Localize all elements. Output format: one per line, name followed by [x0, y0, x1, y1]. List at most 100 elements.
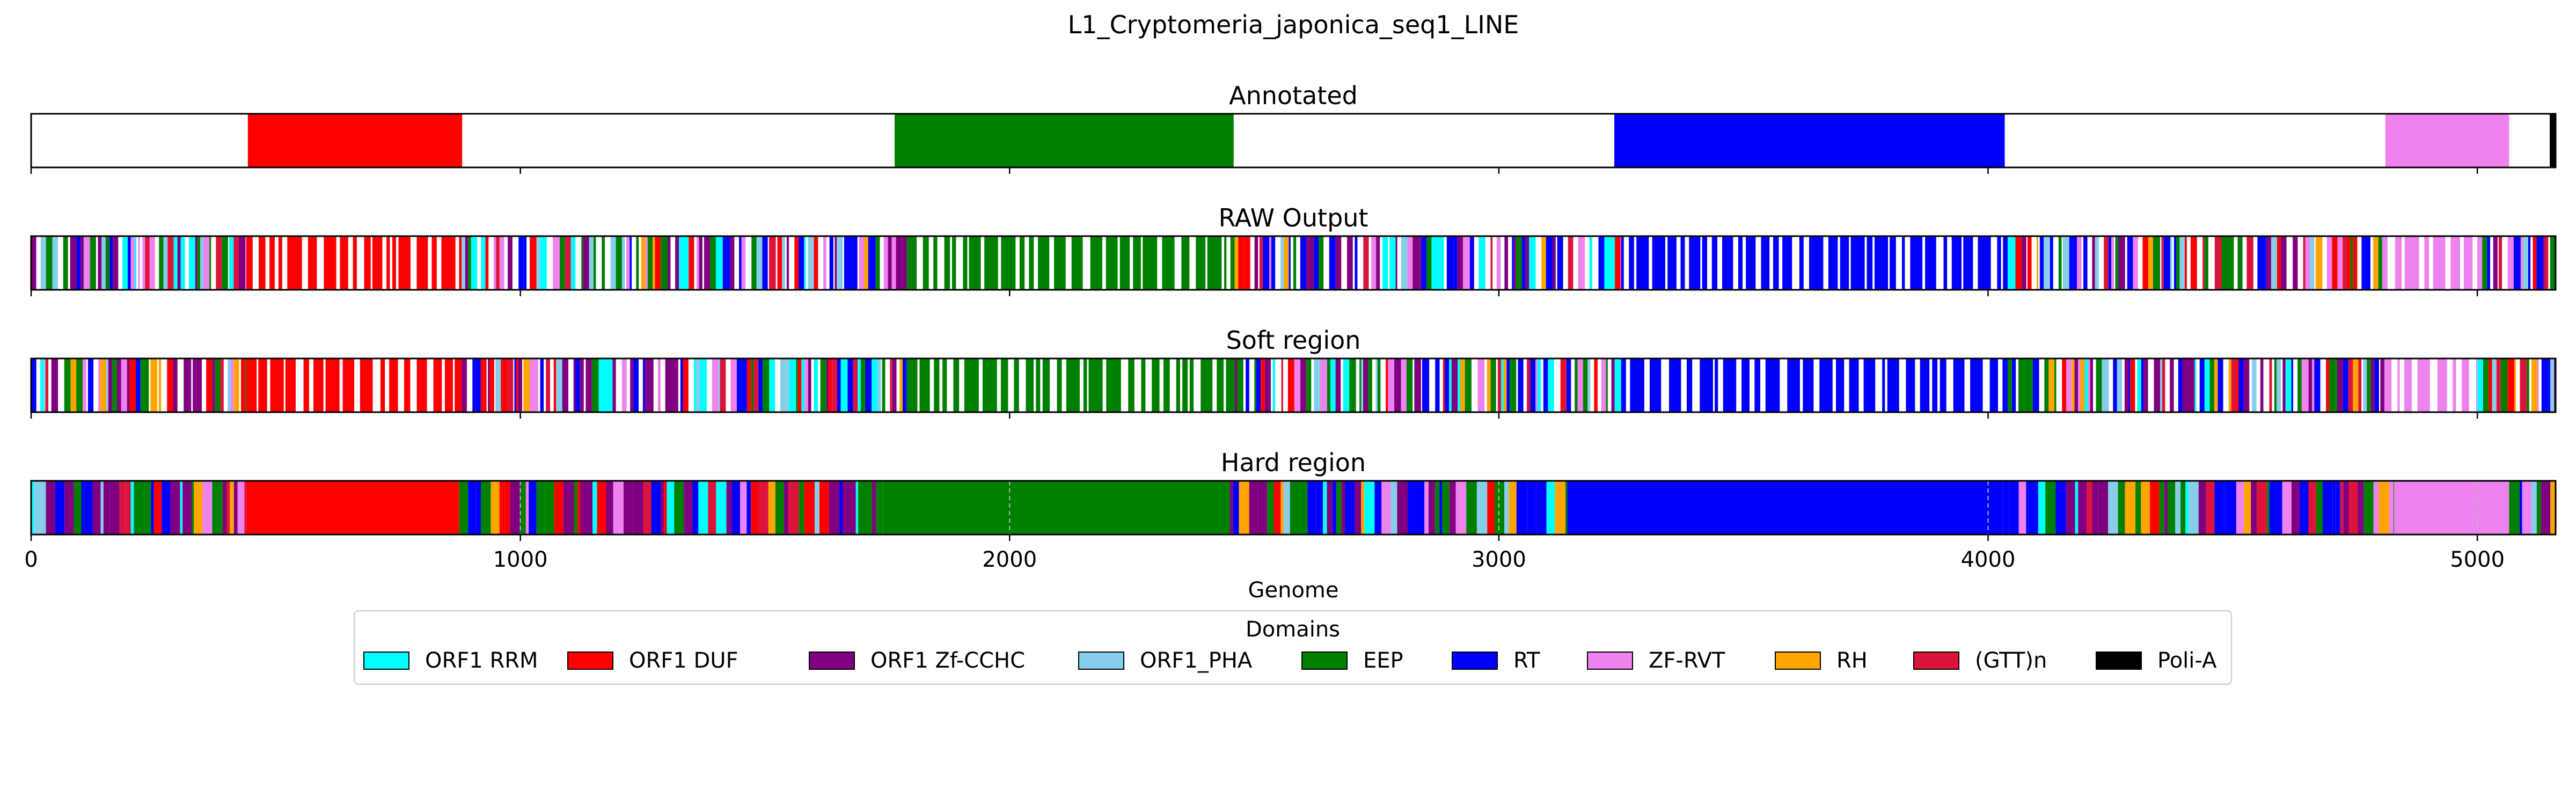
legend-entry: RH: [1775, 648, 1868, 673]
stripe-mark: [613, 481, 624, 535]
stripe-mark: [876, 481, 883, 535]
stripe-mark: [1335, 358, 1341, 412]
stripe-mark: [1799, 236, 1804, 290]
stripe-mark: [2380, 358, 2384, 412]
stripe-mark: [1513, 236, 1516, 290]
stripe-mark: [1836, 358, 1845, 412]
stripe-mark: [2299, 481, 2309, 535]
stripe-mark: [342, 358, 355, 412]
stripe-mark: [964, 358, 979, 412]
panel-2: RAW Output: [30, 203, 2557, 296]
stripe-mark: [758, 358, 763, 412]
stripe-mark: [488, 358, 490, 412]
stripe-mark: [222, 481, 227, 535]
stripe-mark: [769, 358, 775, 412]
stripe-mark: [2243, 358, 2250, 412]
stripe-mark: [2343, 236, 2347, 290]
stripe-mark: [709, 236, 716, 290]
stripe-mark: [2358, 481, 2364, 535]
stripe-mark: [1487, 481, 1495, 535]
stripe-mark: [2384, 236, 2388, 290]
stripe-mark: [860, 358, 866, 412]
stripe-mark: [1773, 236, 1779, 290]
legend-label: ORF1 DUF: [629, 648, 738, 673]
stripe-mark: [1406, 358, 1413, 412]
stripe-mark: [1477, 358, 1485, 412]
stripe-mark: [1465, 358, 1472, 412]
stripe-mark: [2018, 358, 2025, 412]
stripe-mark: [741, 358, 747, 412]
segment-bar: [895, 114, 1234, 167]
stripe-mark: [1389, 236, 1396, 290]
stripe-mark: [90, 236, 96, 290]
stripe-mark: [2018, 481, 2026, 535]
region-bar: [2394, 481, 2509, 535]
stripe-mark: [2543, 236, 2545, 290]
panel-title: Hard region: [1221, 448, 1366, 477]
stripe-mark: [127, 358, 130, 412]
panel-3: Soft region: [30, 326, 2557, 419]
stripe-mark: [1119, 236, 1130, 290]
stripe-mark: [237, 481, 245, 535]
stripe-mark: [1106, 358, 1121, 412]
stripe-mark: [643, 481, 652, 535]
stripe-mark: [829, 236, 833, 290]
stripe-mark: [592, 481, 597, 535]
stripe-mark: [491, 481, 495, 535]
stripe-mark: [1882, 358, 1885, 412]
stripe-mark: [41, 481, 46, 535]
stripe-mark: [858, 358, 861, 412]
stripe-mark: [2276, 358, 2281, 412]
stripe-mark: [837, 236, 843, 290]
stripe-mark: [245, 358, 247, 412]
stripe-mark: [1849, 358, 1859, 412]
legend-entry: ORF1 Zf-CCHC: [809, 648, 1025, 673]
stripe-mark: [1341, 481, 1345, 535]
stripe-mark: [507, 358, 514, 412]
stripe-mark: [1001, 236, 1016, 290]
stripe-mark: [1611, 358, 1615, 412]
stripe-mark: [1575, 358, 1578, 412]
stripe-mark: [1419, 236, 1422, 290]
stripe-mark: [672, 358, 678, 412]
stripe-mark: [2493, 236, 2498, 290]
stripe-mark: [1259, 236, 1263, 290]
stripe-mark: [1280, 481, 1284, 535]
stripe-mark: [1300, 358, 1306, 412]
stripe-mark: [859, 236, 865, 290]
stripe-mark: [233, 236, 239, 290]
stripe-mark: [934, 358, 940, 412]
stripe-mark: [1819, 358, 1833, 412]
stripe-mark: [855, 481, 858, 535]
stripe-mark: [1438, 236, 1444, 290]
stripe-mark: [1446, 236, 1454, 290]
stripe-mark: [563, 481, 574, 535]
stripe-mark: [2066, 358, 2072, 412]
stripe-mark: [1494, 481, 1505, 535]
stripe-mark: [74, 481, 82, 535]
stripe-mark: [2189, 358, 2195, 412]
stripe-mark: [1376, 236, 1380, 290]
stripe-mark: [2520, 358, 2527, 412]
x-tick-label: 5000: [2450, 547, 2505, 572]
stripe-mark: [642, 358, 645, 412]
stripe-mark: [1363, 358, 1368, 412]
stripe-mark: [2015, 236, 2022, 290]
stripe-mark: [1443, 358, 1445, 412]
stripe-mark: [76, 236, 81, 290]
stripe-mark: [560, 236, 565, 290]
stripe-mark: [167, 358, 173, 412]
stripe-mark: [623, 481, 633, 535]
stripe-mark: [814, 358, 818, 412]
stripe-mark: [2257, 481, 2267, 535]
stripe-mark: [1355, 481, 1362, 535]
stripe-mark: [226, 481, 230, 535]
stripe-mark: [1803, 358, 1814, 412]
stripe-mark: [1566, 358, 1569, 412]
stripe-mark: [2528, 236, 2531, 290]
stripe-mark: [725, 236, 730, 290]
stripe-mark: [633, 481, 643, 535]
stripe-mark: [1234, 236, 1239, 290]
stripe-mark: [2301, 358, 2309, 412]
stripe-mark: [768, 481, 775, 535]
